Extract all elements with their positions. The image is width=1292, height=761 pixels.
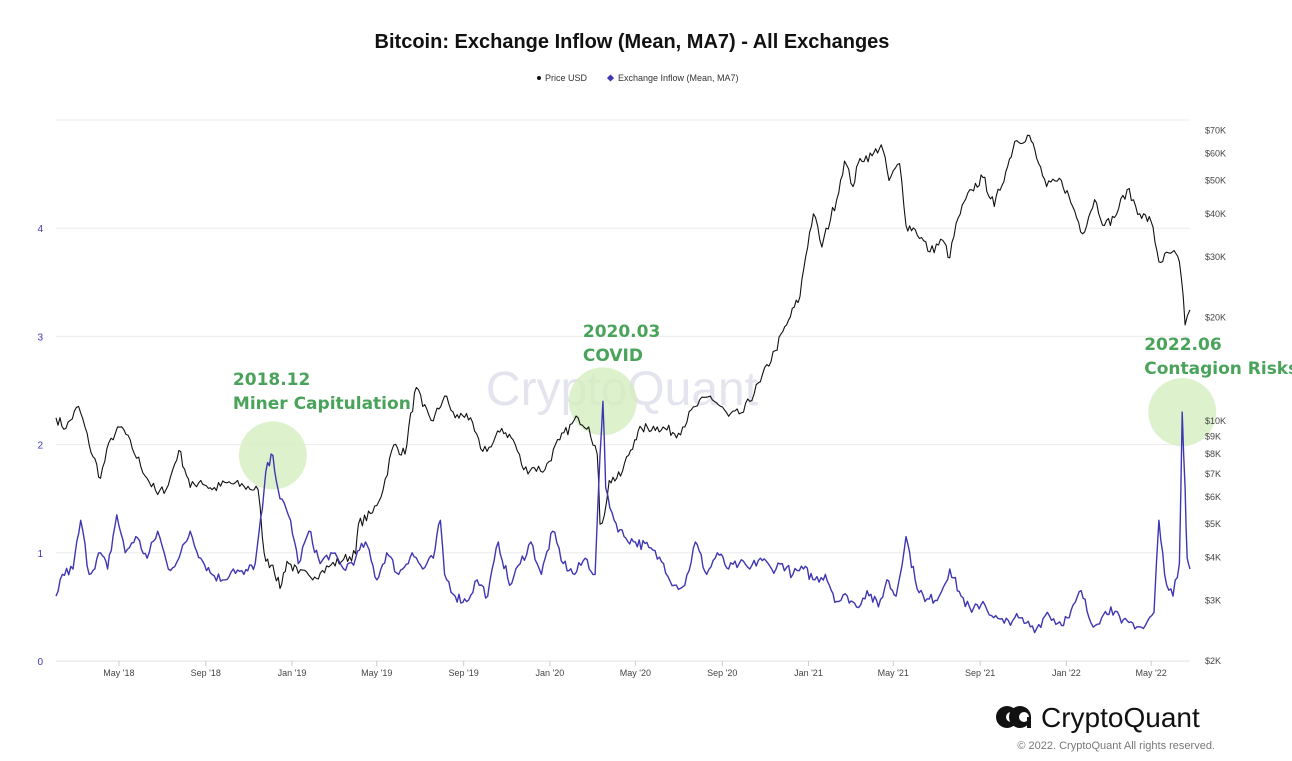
series-line-price — [55, 134, 1191, 590]
y-left-tick-label: 4 — [37, 224, 43, 235]
y-right-tick-label: $5K — [1205, 519, 1221, 529]
y-left-tick-label: 3 — [37, 332, 43, 343]
annotation-label: Miner Capitulation — [233, 394, 411, 414]
y-right-tick-label: $3K — [1205, 595, 1221, 605]
x-tick-label: Jan '20 — [535, 668, 564, 678]
y-right-tick-label: $10K — [1205, 416, 1226, 426]
y-left-tick-label: 2 — [37, 441, 43, 452]
axes: 0 1 2 3 4 $2K $3K $4K $5K $6K $7K $8K $9K $10K $20K $30… — [37, 125, 1226, 678]
x-tick-label: Sep '21 — [965, 668, 995, 678]
x-tick-label: Jan '19 — [278, 668, 307, 678]
annotation-label: Contagion Risks — [1144, 359, 1292, 379]
annotation-label: COVID — [583, 346, 643, 366]
x-tick-label: Jan '22 — [1052, 668, 1081, 678]
cryptoquant-logo-icon — [996, 706, 1031, 728]
annotations: 2018.12 Miner Capitulation 2020.03 COVID 202… — [233, 322, 1292, 414]
series — [55, 134, 1191, 634]
legend: Price USD Exchange Inflow (Mean, MA7) — [537, 73, 739, 83]
y-right-tick-label: $2K — [1205, 656, 1221, 666]
y-right-tick-label: $20K — [1205, 312, 1226, 322]
y-right-tick-label: $8K — [1205, 449, 1221, 459]
series-line-inflow — [55, 400, 1191, 634]
x-tick-label: May '18 — [103, 668, 134, 678]
legend-price-marker — [537, 76, 541, 80]
y-right-tick-label: $60K — [1205, 148, 1226, 158]
y-right-tick-label: $30K — [1205, 252, 1226, 262]
x-tick-label: Sep '19 — [449, 668, 479, 678]
y-right-tick-label: $7K — [1205, 469, 1221, 479]
legend-inflow-marker — [606, 74, 615, 82]
x-tick-label: Jan '21 — [794, 668, 823, 678]
brand-name: CryptoQuant — [1041, 702, 1200, 733]
x-tick-label: May '20 — [620, 668, 651, 678]
y-right-tick-label: $6K — [1205, 492, 1221, 502]
annotation-date: 2020.03 — [583, 322, 660, 342]
y-right-tick-label: $70K — [1205, 125, 1226, 135]
brand-logo: CryptoQuant — [996, 702, 1200, 733]
legend-price-label[interactable]: Price USD — [545, 73, 588, 83]
x-tick-label: Sep '20 — [707, 668, 737, 678]
x-tick-label: May '19 — [361, 668, 392, 678]
chart-title: Bitcoin: Exchange Inflow (Mean, MA7) - A… — [375, 31, 890, 53]
annotation-date: 2022.06 — [1144, 335, 1221, 355]
x-tick-label: May '22 — [1136, 668, 1167, 678]
y-right-tick-label: $9K — [1205, 431, 1221, 441]
y-left-tick-label: 1 — [37, 549, 43, 560]
x-tick-label: Sep '18 — [191, 668, 221, 678]
legend-inflow-label[interactable]: Exchange Inflow (Mean, MA7) — [618, 73, 739, 83]
y-right-tick-label: $50K — [1205, 176, 1226, 186]
y-right-tick-label: $40K — [1205, 209, 1226, 219]
y-right-tick-label: $4K — [1205, 553, 1221, 563]
copyright-text: © 2022. CryptoQuant All rights reserved. — [1017, 740, 1215, 752]
x-tick-label: May '21 — [878, 668, 909, 678]
annotation-date: 2018.12 — [233, 370, 310, 390]
y-left-tick-label: 0 — [37, 657, 43, 668]
